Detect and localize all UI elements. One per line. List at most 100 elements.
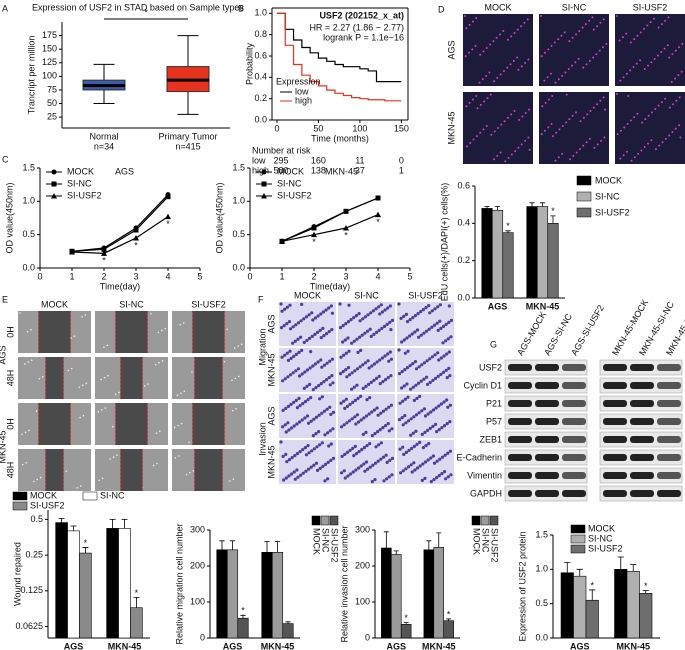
cell-dot — [397, 418, 402, 422]
y-tick-label: 125 — [42, 57, 57, 67]
cell-dot — [446, 337, 450, 341]
cell-dot — [303, 416, 307, 420]
cell-dot — [344, 397, 348, 401]
cell-dot — [238, 375, 240, 378]
cell-dot — [369, 311, 373, 315]
cell-dot — [465, 27, 468, 30]
significance-label: * — [344, 230, 348, 240]
cell-dot — [439, 372, 443, 376]
cell-dot — [420, 363, 424, 367]
cell-dot — [101, 477, 104, 480]
cell-dot — [342, 399, 346, 403]
x-tick-label: AGS — [488, 301, 508, 311]
bar — [282, 623, 294, 639]
cell-dot — [433, 307, 437, 311]
cell-dot — [402, 384, 406, 388]
cell-dot — [296, 337, 300, 341]
cell-dot — [560, 34, 563, 37]
cell-dot — [309, 419, 313, 423]
blot-band — [508, 418, 532, 425]
cell-dot — [557, 156, 560, 159]
cell-dot — [349, 472, 353, 476]
cell-dot — [406, 349, 410, 353]
cell-dot — [325, 407, 329, 411]
legend-label: MOCK — [595, 175, 622, 185]
cell-dot — [234, 377, 237, 380]
image-group-label: MKN-45 — [0, 430, 7, 463]
cell-dot — [354, 422, 358, 426]
cell-dot — [370, 434, 374, 438]
wound-gap — [115, 403, 148, 445]
cell-dot — [158, 362, 160, 364]
cell-dot — [359, 464, 363, 468]
cell-dot — [288, 303, 292, 307]
blot-band — [657, 454, 681, 461]
cell-dot — [412, 415, 416, 419]
legend-swatch — [570, 534, 586, 544]
cell-dot — [379, 411, 383, 415]
y-axis-label: Probability — [244, 42, 254, 85]
cell-dot — [510, 153, 513, 156]
cell-dot — [390, 318, 395, 322]
cell-dot — [671, 53, 674, 56]
cell-dot — [290, 426, 294, 430]
y-tick-label: 1.5 — [535, 529, 548, 539]
x-axis-label: Time(day) — [310, 281, 350, 291]
panel-letter: E — [2, 294, 8, 304]
significance-label: * — [506, 221, 510, 231]
cell-dot — [292, 470, 296, 474]
cell-dot — [513, 32, 516, 34]
cell-dot — [279, 326, 284, 330]
error-bar — [539, 202, 546, 207]
cell-dot — [330, 357, 335, 361]
cell-dot — [353, 369, 357, 373]
y-tick-label: 0.2 — [254, 93, 267, 103]
cell-dot — [402, 452, 406, 456]
cell-dot — [650, 139, 653, 142]
cell-dot — [543, 51, 546, 54]
cell-dot — [553, 41, 556, 44]
x-tick-label: MKN-45 — [422, 641, 456, 650]
blot-row-label: P57 — [486, 416, 502, 426]
cell-dot — [381, 455, 386, 459]
cell-dot — [388, 304, 392, 308]
cell-dot — [303, 370, 307, 374]
image-group-label: Migration — [257, 328, 267, 365]
cell-dot — [319, 358, 323, 362]
cell-dot — [327, 376, 331, 380]
cell-dot — [370, 410, 374, 414]
cell-dot — [485, 46, 488, 49]
cell-dot — [656, 54, 659, 57]
cell-dot — [345, 375, 349, 379]
cell-dot — [152, 464, 155, 467]
cell-dot — [569, 158, 572, 161]
series-line — [281, 214, 379, 242]
cell-dot — [464, 55, 467, 58]
cell-dot — [405, 382, 409, 386]
cell-dot — [427, 442, 431, 446]
cell-dot — [409, 387, 413, 391]
y-tick-label: 0.5 — [22, 229, 35, 239]
cell-dot — [575, 151, 578, 154]
cell-dot — [372, 408, 377, 412]
blot-band — [603, 436, 627, 443]
cell-dot — [437, 358, 441, 362]
error-bar — [70, 525, 77, 531]
cell-dot — [581, 26, 584, 29]
cell-dot — [506, 38, 509, 41]
cell-dot — [191, 371, 193, 373]
cell-dot — [373, 432, 377, 436]
cell-dot — [355, 383, 359, 387]
legend-label: SI-NC — [67, 178, 92, 188]
cell-dot — [498, 33, 501, 36]
bar — [55, 522, 68, 639]
cell-dot — [633, 116, 636, 119]
cell-dot — [330, 374, 334, 378]
risk-count: 37 — [355, 165, 365, 175]
cell-dot — [429, 480, 433, 484]
cell-dot — [465, 145, 468, 148]
cell-dot — [493, 158, 496, 161]
x-tick-label: MKN-45 — [526, 301, 560, 311]
error-bar — [484, 206, 490, 209]
micrograph — [615, 92, 685, 164]
